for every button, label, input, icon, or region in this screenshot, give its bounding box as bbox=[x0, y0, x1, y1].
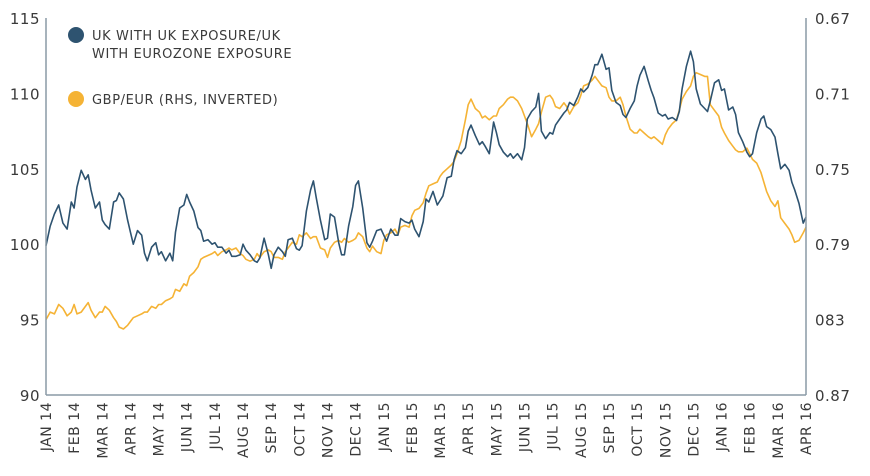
x-tick-label: OCT 14 bbox=[292, 402, 308, 457]
x-tick-label: FEB 14 bbox=[67, 402, 83, 454]
x-tick-label: JUL 14 bbox=[208, 402, 224, 450]
x-tick-label: APR 16 bbox=[799, 402, 815, 455]
right-y-tick-label: 0.75 bbox=[815, 161, 850, 179]
x-tick-label: APR 15 bbox=[461, 402, 477, 455]
x-tick-label: MAY 14 bbox=[152, 402, 168, 456]
x-tick-label: SEP 14 bbox=[264, 402, 280, 453]
right-y-tick-label: 083 bbox=[815, 312, 845, 330]
x-tick-label: JUN 15 bbox=[518, 402, 534, 453]
legend: UK WITH UK EXPOSURE/UK WITH EUROZONE EXP… bbox=[68, 27, 292, 108]
left-y-tick-label: 95 bbox=[20, 312, 40, 330]
plot-lines bbox=[45, 50, 807, 330]
x-tick-label: MAR 15 bbox=[433, 402, 449, 459]
right-y-tick-label: 0.79 bbox=[815, 236, 850, 254]
legend-item-uk-exposure: UK WITH UK EXPOSURE/UK WITH EUROZONE EXP… bbox=[68, 27, 292, 62]
x-tick-label: AUG 15 bbox=[574, 402, 590, 458]
right-y-tick-label: 0.67 bbox=[815, 10, 850, 28]
legend-label-gbp-eur: GBP/EUR (RHS, INVERTED) bbox=[92, 93, 278, 108]
x-tick-label: FEB 16 bbox=[743, 402, 759, 454]
x-tick-label: OCT 15 bbox=[630, 402, 646, 457]
left-y-tick-label: 90 bbox=[20, 387, 40, 405]
series-line-uk-exposure bbox=[45, 50, 807, 270]
right-y-tick-labels: 0.87 083 0.79 0.75 0.71 0.67 bbox=[815, 10, 850, 405]
x-tick-label: SEP 15 bbox=[602, 402, 618, 453]
x-tick-label: JAN 15 bbox=[377, 402, 393, 452]
x-tick-label: AUG 14 bbox=[236, 402, 252, 458]
right-y-tick-label: 0.87 bbox=[815, 387, 850, 405]
legend-marker-uk-exposure bbox=[68, 27, 84, 43]
x-tick-label: JUN 14 bbox=[180, 402, 196, 453]
x-tick-label: NOV 15 bbox=[658, 402, 674, 458]
x-tick-label: JUL 15 bbox=[546, 402, 562, 450]
left-y-tick-label: 100 bbox=[10, 236, 40, 254]
legend-item-gbp-eur: GBP/EUR (RHS, INVERTED) bbox=[68, 91, 278, 108]
legend-label-uk-exposure-line1: UK WITH UK EXPOSURE/UK bbox=[92, 29, 281, 44]
right-y-tick-label: 0.71 bbox=[815, 85, 850, 103]
x-tick-labels: JAN 14 FEB 14 MAR 14 APR 14 MAY 14 JUN 14 JUL … bbox=[39, 402, 815, 459]
left-y-tick-label: 110 bbox=[10, 85, 40, 103]
x-tick-label: DEC 15 bbox=[686, 402, 702, 457]
legend-label-uk-exposure-line2: WITH EUROZONE EXPOSURE bbox=[92, 47, 292, 62]
x-tick-label: NOV 14 bbox=[320, 402, 336, 458]
x-tick-label: JAN 16 bbox=[715, 402, 731, 452]
legend-marker-gbp-eur bbox=[68, 91, 84, 107]
left-y-tick-label: 115 bbox=[10, 10, 40, 28]
left-y-tick-label: 105 bbox=[10, 161, 40, 179]
x-tick-label: MAY 15 bbox=[489, 402, 505, 456]
left-y-tick-labels: 90 95 100 105 110 115 bbox=[10, 10, 40, 405]
x-tick-label: MAR 14 bbox=[95, 402, 111, 459]
x-tick-label: MAR 16 bbox=[771, 402, 787, 459]
x-tick-label: FEB 15 bbox=[405, 402, 421, 454]
x-tick-label: APR 14 bbox=[123, 402, 139, 455]
x-tick-label: JAN 14 bbox=[39, 402, 55, 452]
x-tick-label: DEC 14 bbox=[349, 402, 365, 457]
